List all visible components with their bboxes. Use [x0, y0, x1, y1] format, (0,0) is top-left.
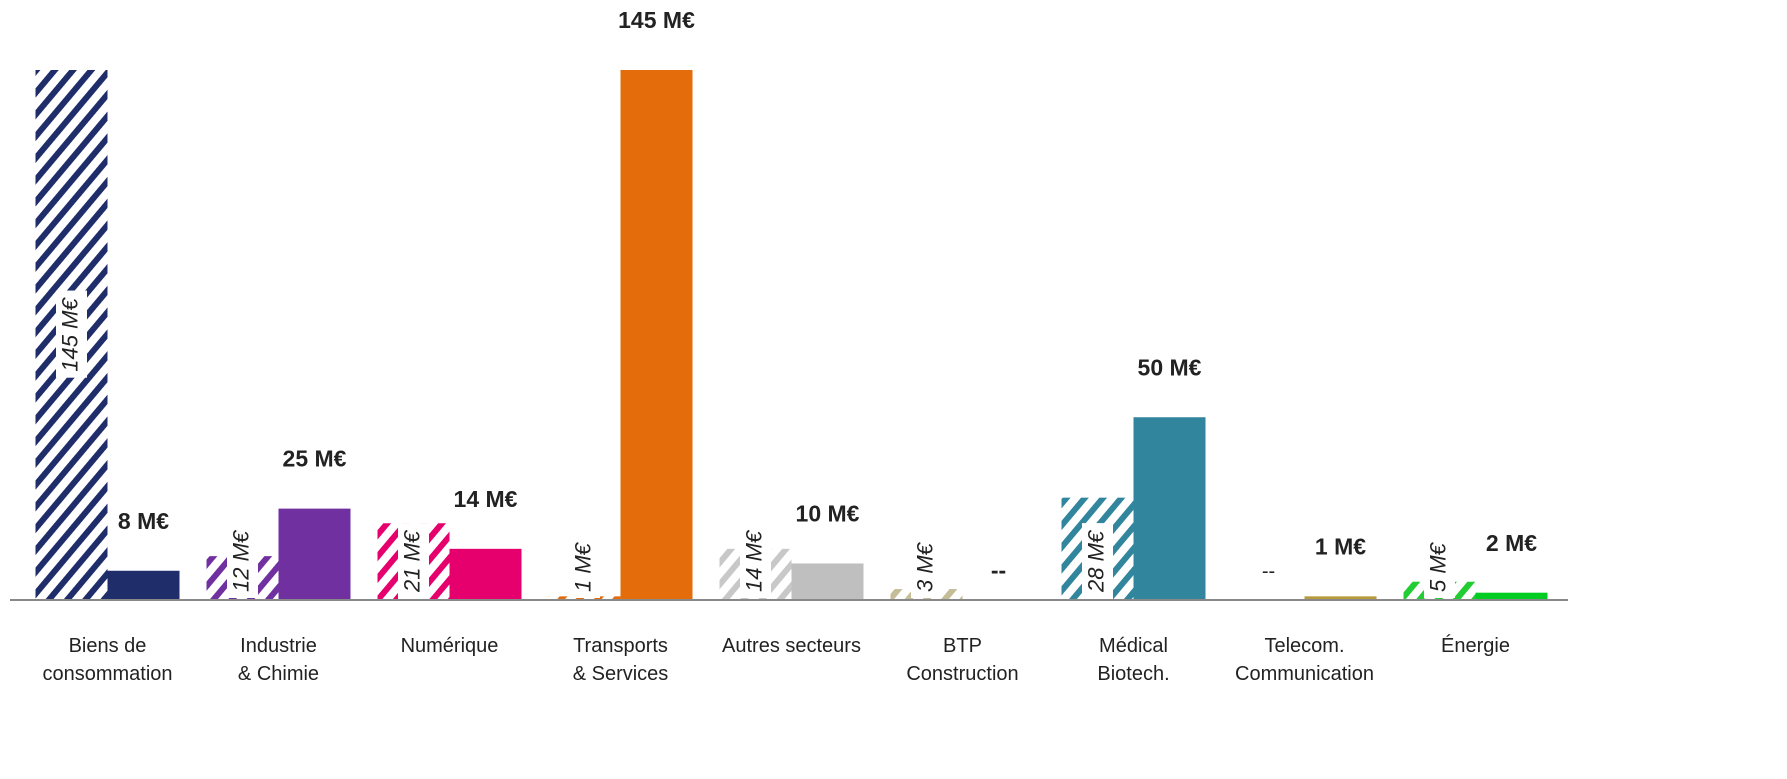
x-tick-label: Numérique — [400, 635, 499, 657]
data-label: 1 M€ — [1315, 533, 1366, 559]
data-label-group: 14 M€ — [740, 523, 771, 598]
data-label: 25 M€ — [283, 446, 347, 472]
data-label-group: 5 M€ — [1424, 535, 1455, 598]
data-label: -- — [991, 557, 1006, 583]
bar — [1475, 592, 1548, 600]
x-tick-label: Biens de consommation — [42, 635, 173, 685]
x-tick-label: Transports & Services — [572, 635, 669, 685]
data-label-bg — [1424, 535, 1455, 598]
data-label-group: 21 M€ — [398, 523, 429, 599]
data-label: 28 M€ — [1083, 529, 1108, 593]
x-tick-label: Autres secteurs — [722, 635, 861, 657]
x-tick-label: Énergie — [1441, 635, 1510, 657]
bar — [107, 570, 180, 600]
bar — [548, 596, 621, 600]
data-label: 21 M€ — [399, 529, 424, 593]
data-label-group: 28 M€ — [1082, 523, 1113, 599]
data-label-group: 145 M€ — [56, 290, 87, 378]
x-tick-label: BTP Construction — [906, 635, 1019, 685]
data-label: 14 M€ — [454, 486, 518, 512]
x-tick-label: Industrie & Chimie — [237, 635, 320, 685]
data-label: 145 M€ — [618, 7, 695, 33]
bar — [1304, 596, 1377, 600]
data-label-bg — [227, 523, 258, 598]
data-label-bg — [569, 535, 600, 598]
bar — [1133, 417, 1206, 600]
bar — [449, 548, 522, 600]
data-label: 145 M€ — [57, 297, 82, 372]
data-label: 3 M€ — [912, 541, 937, 592]
data-label-group: 12 M€ — [227, 523, 258, 598]
bar — [791, 563, 864, 600]
bar — [620, 70, 693, 600]
data-label: 50 M€ — [1138, 354, 1202, 380]
data-label-bg — [1082, 523, 1113, 599]
data-label-bg — [911, 535, 942, 598]
data-label: -- — [1262, 560, 1275, 582]
data-label-group: 1 M€ — [569, 535, 600, 598]
data-label: 8 M€ — [118, 508, 169, 534]
data-label-bg — [398, 523, 429, 599]
data-label: 5 M€ — [1425, 541, 1450, 592]
data-label: 1 M€ — [570, 541, 595, 592]
bar — [278, 508, 351, 600]
data-label-bg — [740, 523, 771, 598]
x-tick-label: Médical Biotech. — [1097, 635, 1170, 685]
data-label: 2 M€ — [1486, 530, 1537, 556]
data-label: 14 M€ — [741, 529, 766, 592]
data-label-group: 3 M€ — [911, 535, 942, 598]
x-tick-label: Telecom. Communication — [1235, 635, 1374, 685]
data-label: 12 M€ — [228, 529, 253, 592]
data-label-bg — [56, 290, 87, 378]
data-label: 10 M€ — [796, 501, 860, 527]
